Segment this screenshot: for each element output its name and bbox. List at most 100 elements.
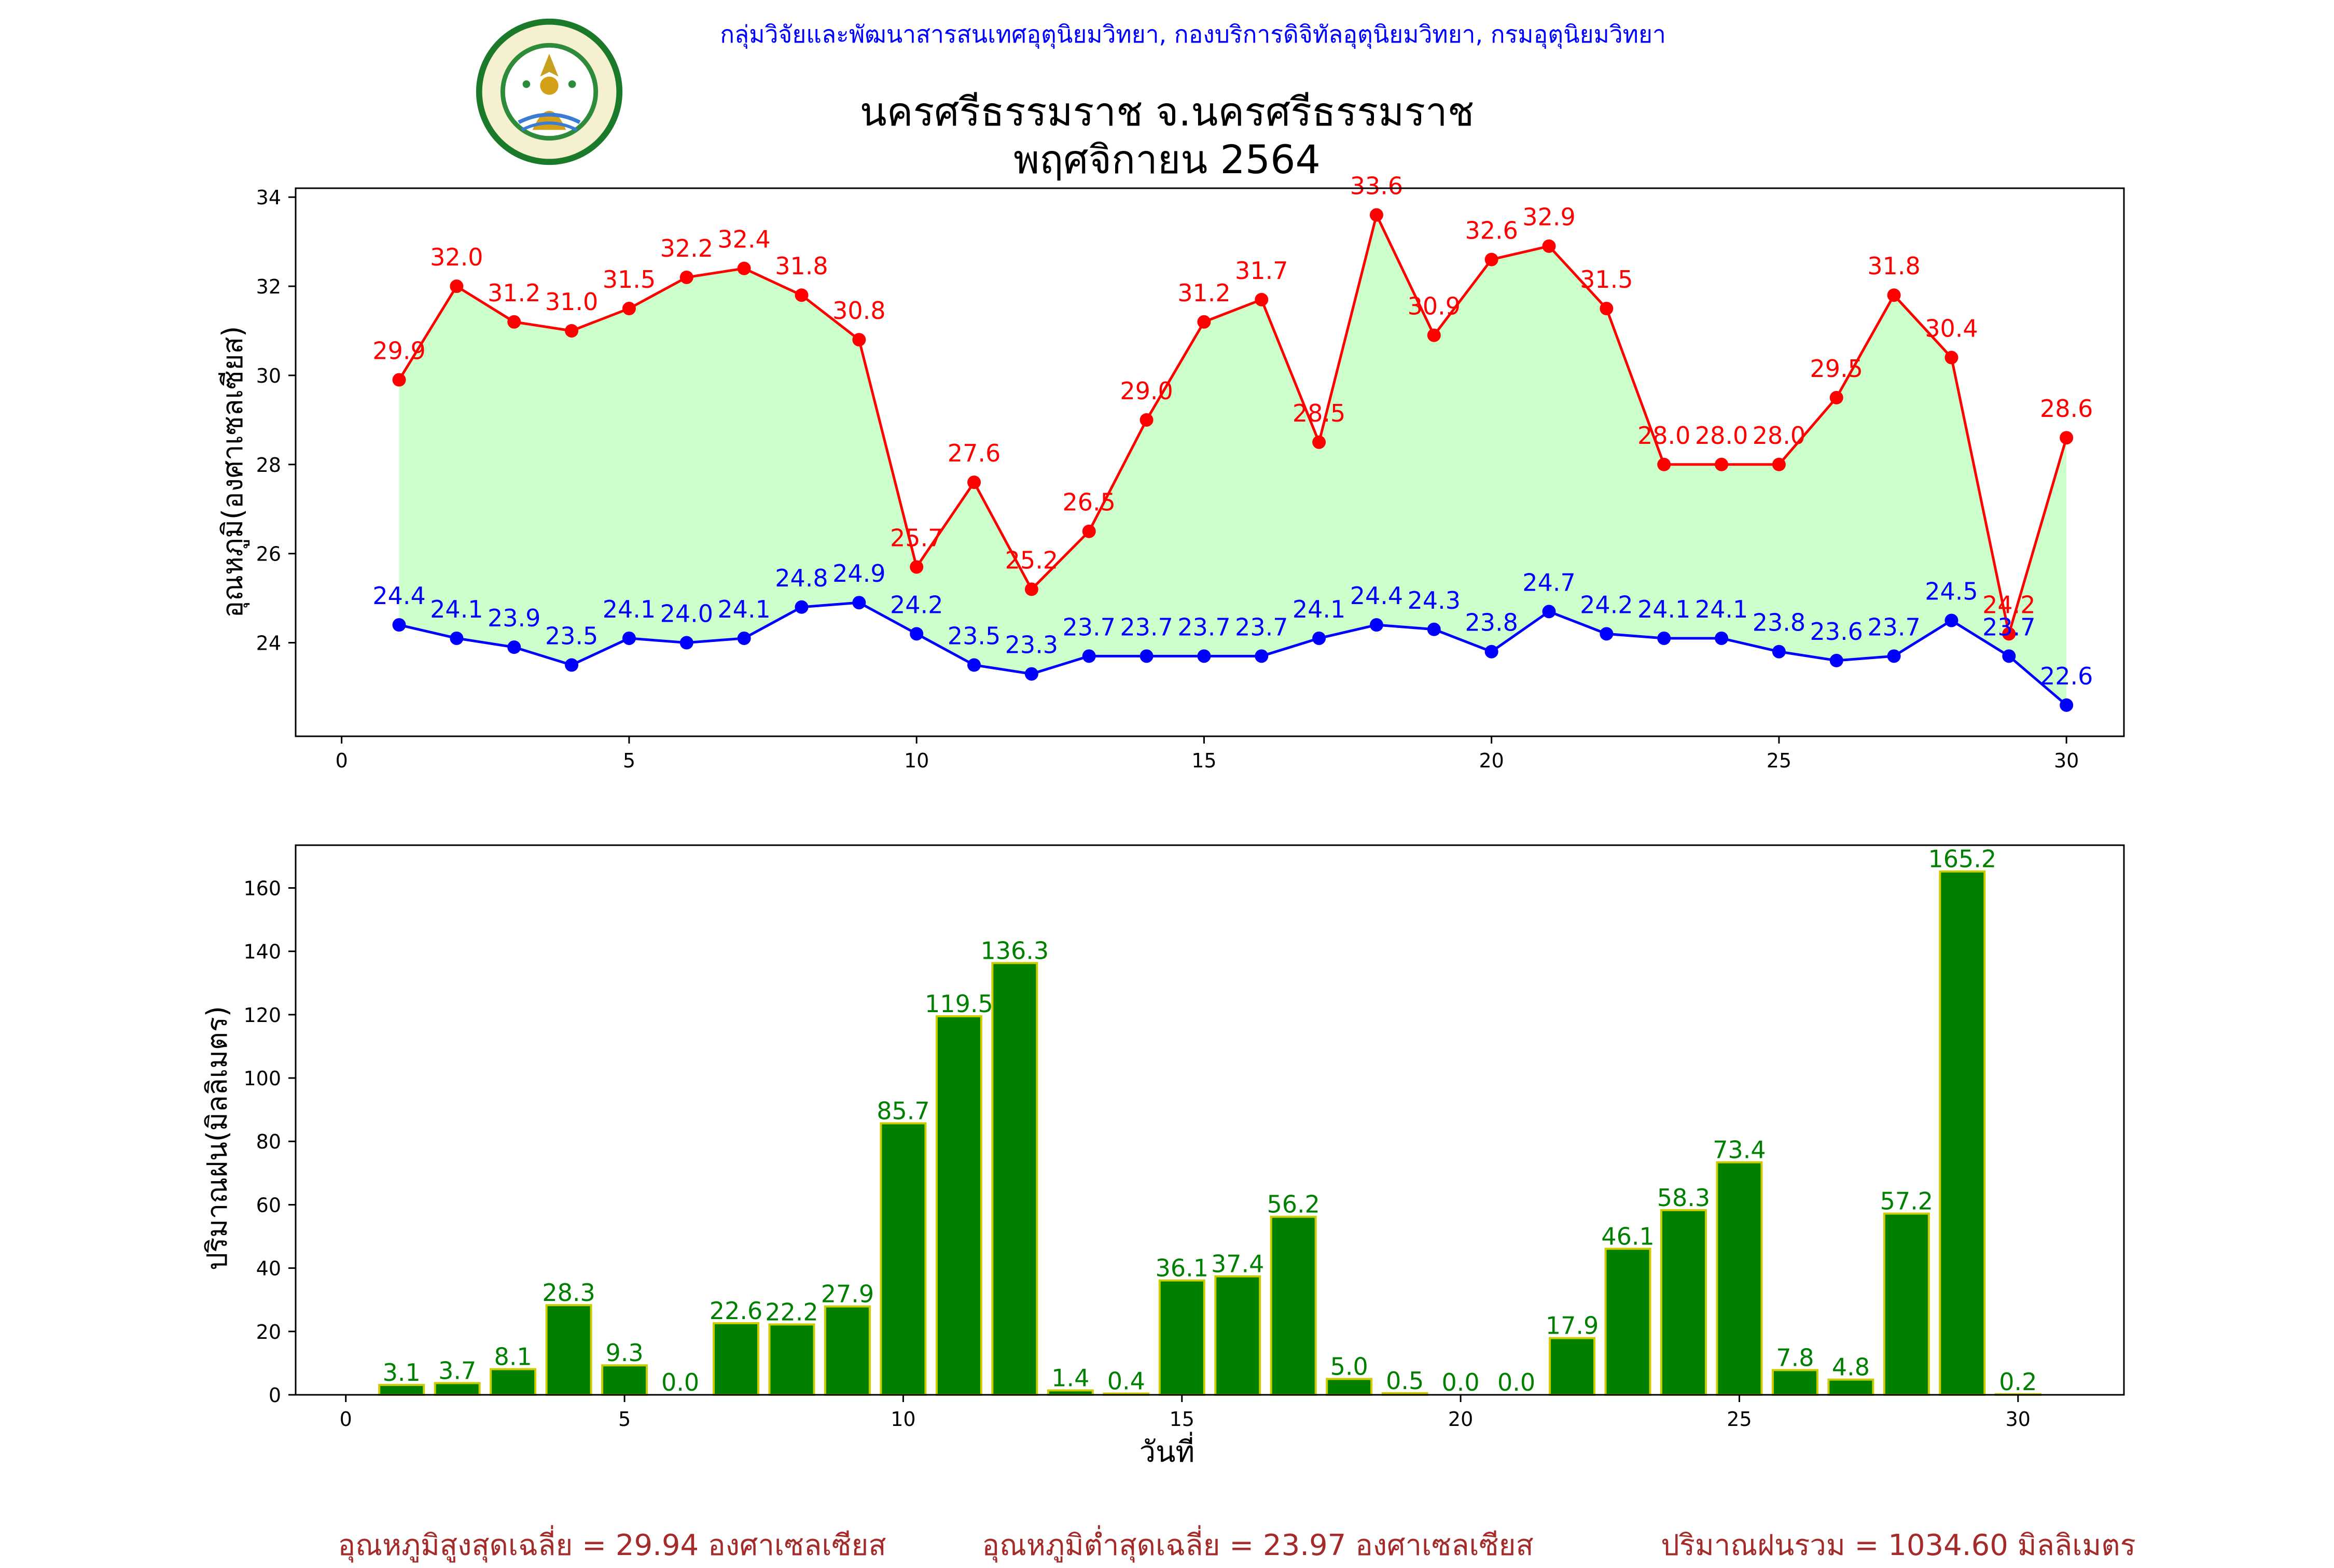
- min-temp-label: 23.5: [545, 622, 598, 650]
- min-temp-label: 24.7: [1522, 568, 1575, 596]
- rain-y-tick-label: 80: [256, 1130, 281, 1153]
- min-temp-label: 24.1: [717, 595, 770, 623]
- max-temp-label: 33.6: [1350, 172, 1403, 200]
- min-temp-label: 24.2: [1580, 591, 1633, 619]
- rain-bar: [490, 1368, 537, 1396]
- rain-bar: [1827, 1378, 1874, 1396]
- max-temp-label: 30.9: [1408, 292, 1461, 320]
- max-temp-point: [392, 373, 406, 387]
- min-temp-label: 23.8: [1753, 609, 1805, 637]
- rain-bar: [1549, 1337, 1596, 1396]
- min-temp-point: [910, 627, 924, 641]
- max-temp-point: [1600, 302, 1614, 316]
- max-temp-point: [2060, 431, 2074, 445]
- min-temp-label: 24.1: [1293, 595, 1345, 623]
- rain-bar: [768, 1323, 815, 1396]
- max-temp-point: [1024, 582, 1038, 596]
- min-temp-point: [795, 600, 809, 614]
- rain-x-axis-label: วันที่: [1139, 1435, 1195, 1469]
- rain-value-label: 5.0: [1330, 1352, 1368, 1380]
- max-temp-point: [507, 315, 521, 329]
- rain-value-label: 46.1: [1601, 1222, 1654, 1250]
- rain-bar: [1660, 1209, 1707, 1396]
- max-temp-point: [622, 302, 636, 316]
- rain-value-label: 119.5: [925, 990, 993, 1018]
- rain-value-label: 0.0: [1497, 1368, 1535, 1396]
- chart-title-station: นครศรีธรรมราช จ.นครศรีธรรมราช: [859, 89, 1475, 135]
- min-temp-point: [1600, 627, 1614, 641]
- temp-y-tick-label: 24: [256, 632, 281, 655]
- rain-bar: [880, 1122, 927, 1396]
- temp-x-tick-label: 10: [904, 749, 929, 772]
- min-temp-label: 24.1: [430, 595, 483, 623]
- temp-x-tick-label: 25: [1767, 749, 1791, 772]
- footer-avg-max-temp: อุณหภูมิสูงสุดเฉลี่ย = 29.94 องศาเซลเซีย…: [338, 1529, 886, 1562]
- rain-value-label: 85.7: [877, 1097, 929, 1125]
- min-temp-label: 24.9: [832, 559, 885, 587]
- rain-bar: [434, 1382, 481, 1396]
- min-temp-point: [1024, 667, 1038, 681]
- rain-value-label: 28.3: [542, 1279, 595, 1307]
- temp-x-tick-label: 30: [2054, 749, 2079, 772]
- temp-x-tick-label: 0: [336, 749, 348, 772]
- max-temp-label: 25.2: [1005, 546, 1058, 574]
- temp-y-tick-label: 34: [256, 186, 281, 209]
- rain-value-label: 58.3: [1657, 1184, 1710, 1212]
- min-temp-label: 23.3: [1005, 631, 1058, 659]
- min-temp-label: 23.7: [1063, 613, 1116, 641]
- rain-value-label: 17.9: [1546, 1312, 1599, 1340]
- min-temp-point: [1312, 631, 1326, 645]
- min-temp-point: [1369, 618, 1383, 632]
- min-temp-point: [1255, 649, 1269, 663]
- max-temp-label: 31.8: [1867, 252, 1920, 280]
- rain-value-label: 0.2: [1999, 1368, 2037, 1396]
- min-temp-label: 24.4: [1350, 582, 1403, 610]
- rain-bar: [1214, 1275, 1261, 1396]
- max-temp-point: [1887, 288, 1901, 302]
- min-temp-point: [1427, 622, 1441, 636]
- min-temp-point: [1772, 645, 1786, 659]
- max-temp-point: [1772, 457, 1786, 471]
- temp-x-tick-label: 5: [623, 749, 635, 772]
- rain-y-tick-label: 140: [243, 941, 281, 963]
- rain-x-tick-label: 25: [1727, 1408, 1752, 1431]
- max-temp-point: [1312, 435, 1326, 449]
- rain-y-tick-label: 60: [256, 1194, 281, 1216]
- max-temp-label: 24.2: [1982, 591, 2035, 619]
- max-temp-point: [737, 261, 751, 275]
- max-temp-point: [967, 475, 981, 489]
- min-temp-line: [398, 601, 2067, 706]
- max-temp-label: 28.0: [1753, 422, 1805, 450]
- rain-value-label: 4.8: [1832, 1353, 1870, 1381]
- max-temp-point: [795, 288, 809, 302]
- max-temp-label: 28.0: [1637, 422, 1690, 450]
- agency-name: กลุ่มวิจัยและพัฒนาสารสนเทศอุตุนิยมวิทยา,…: [0, 16, 2334, 53]
- max-temp-point: [1197, 315, 1211, 329]
- rain-value-label: 0.0: [661, 1368, 699, 1396]
- rain-value-label: 56.2: [1267, 1191, 1319, 1219]
- rain-value-label: 7.8: [1776, 1343, 1814, 1371]
- min-temp-label: 24.1: [603, 595, 656, 623]
- rain-value-label: 9.3: [605, 1339, 643, 1367]
- rain-value-label: 0.0: [1442, 1368, 1480, 1396]
- min-temp-label: 23.5: [948, 622, 1001, 650]
- temp-y-tick-label: 32: [256, 275, 281, 298]
- rain-value-label: 22.2: [765, 1298, 818, 1326]
- rain-x-tick-label: 15: [1170, 1408, 1194, 1431]
- temp-y-tick-label: 30: [256, 365, 281, 387]
- max-temp-label: 32.4: [717, 226, 770, 254]
- rain-plot-frame: [295, 844, 2125, 1396]
- min-temp-point: [1140, 649, 1154, 663]
- min-temp-label: 23.7: [1120, 613, 1173, 641]
- min-temp-point: [1887, 649, 1901, 663]
- rain-bar: [935, 1015, 982, 1396]
- min-temp-label: 24.2: [890, 591, 943, 619]
- max-temp-label: 25.7: [890, 524, 943, 552]
- min-temp-label: 24.0: [660, 600, 713, 628]
- temp-plot-frame: [295, 187, 2125, 737]
- footer-avg-min-temp: อุณหภูมิต่ำสุดเฉลี่ย = 23.97 องศาเซลเซีย…: [982, 1529, 1534, 1562]
- min-temp-point: [737, 631, 751, 645]
- rain-bar: [1883, 1212, 1930, 1396]
- min-temp-point: [1484, 645, 1498, 659]
